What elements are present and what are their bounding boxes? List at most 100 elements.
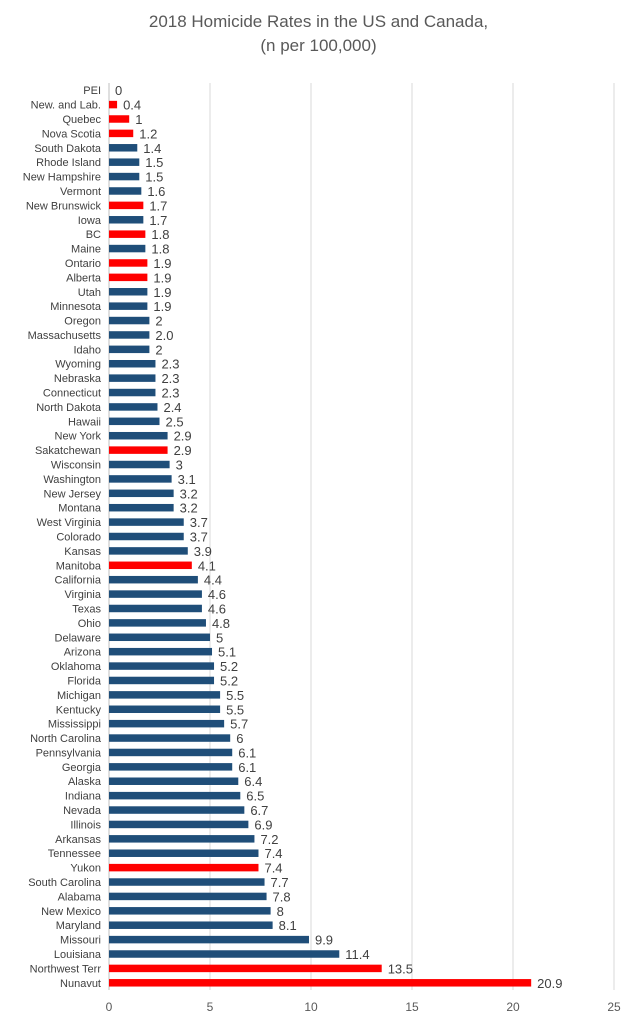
bar	[109, 216, 144, 224]
bar	[109, 417, 160, 426]
bar	[109, 331, 150, 339]
x-tick-label: 15	[405, 1000, 419, 1014]
bar	[109, 676, 215, 685]
category-label: Delaware	[55, 632, 101, 644]
category-label: Pennsylvania	[36, 747, 102, 759]
data-label: 4.1	[198, 558, 216, 573]
bar	[109, 187, 142, 195]
data-label: 7.7	[271, 875, 289, 890]
category-label: BC	[86, 229, 101, 241]
data-label: 8.1	[279, 918, 297, 933]
category-labels: PEI New. and Lab. Quebec Nova Scotia South D…	[23, 85, 102, 990]
data-label: 5.7	[230, 717, 248, 732]
bar	[109, 619, 206, 627]
category-label: Manitoba	[56, 560, 102, 572]
bar	[109, 172, 140, 181]
category-label: New. and Lab.	[31, 100, 101, 112]
data-label: 6.9	[254, 817, 272, 832]
bar	[109, 244, 146, 253]
data-label: 1.6	[147, 184, 165, 199]
x-tick-label: 0	[106, 1000, 113, 1014]
bar	[109, 705, 221, 714]
bar	[109, 604, 202, 613]
bar	[109, 964, 382, 973]
bar	[109, 590, 202, 598]
category-label: Sakatchewan	[35, 445, 101, 457]
bar	[109, 820, 249, 829]
x-tick-label: 20	[506, 1000, 520, 1014]
data-label: 3.2	[180, 501, 198, 516]
bar	[109, 806, 245, 814]
data-label: 7.2	[260, 832, 278, 847]
data-label: 1.7	[149, 213, 167, 228]
data-label: 4.6	[208, 601, 226, 616]
bar	[109, 547, 188, 555]
category-label: Rhode Island	[36, 157, 101, 169]
bar	[109, 302, 148, 310]
bar	[109, 288, 148, 296]
bar	[109, 849, 259, 857]
data-label: 13.5	[388, 961, 413, 976]
category-label: Illinois	[70, 819, 101, 831]
category-label: Utah	[78, 287, 101, 299]
category-label: North Dakota	[36, 402, 102, 414]
x-tick-label: 25	[607, 1000, 621, 1014]
data-label: 6.1	[238, 760, 256, 775]
bar	[109, 518, 184, 526]
chart-title: 2018 Homicide Rates in the US and Canada…	[0, 10, 637, 58]
category-label: Missouri	[60, 935, 101, 947]
data-label: 1.9	[153, 285, 171, 300]
bar	[109, 144, 138, 152]
data-label: 6.7	[250, 803, 268, 818]
category-label: Hawaii	[68, 416, 101, 428]
category-label: Oregon	[64, 316, 101, 328]
data-label: 5.2	[220, 673, 238, 688]
bar	[109, 460, 170, 469]
data-label: 2.9	[174, 429, 192, 444]
bar	[109, 345, 150, 354]
data-label: 1.8	[151, 242, 169, 257]
data-label: 9.9	[315, 933, 333, 948]
category-label: PEI	[83, 85, 101, 97]
data-label: 3.1	[178, 472, 196, 487]
data-label: 2.4	[163, 400, 181, 415]
bar	[109, 647, 213, 656]
category-label: Ontario	[65, 258, 101, 270]
data-label: 1	[135, 112, 142, 127]
bar	[109, 907, 271, 915]
data-label: 6.5	[246, 789, 264, 804]
data-label: 2.9	[174, 443, 192, 458]
bar	[109, 359, 156, 368]
category-label: Northwest Terr	[30, 963, 102, 975]
category-label: Yukon	[70, 863, 101, 875]
data-label: 2.3	[161, 371, 179, 386]
data-labels: 00.411.21.41.51.51.61.71.71.81.81.91.91.…	[115, 83, 562, 991]
category-label: New Mexico	[41, 906, 101, 918]
data-label: 3.9	[194, 544, 212, 559]
bar	[109, 950, 340, 958]
category-label: Alberta	[66, 272, 102, 284]
category-label: Arizona	[64, 647, 102, 659]
bar	[109, 532, 184, 541]
category-label: Michigan	[57, 690, 101, 702]
bar	[109, 374, 156, 382]
category-label: Maine	[71, 244, 101, 256]
category-label: Washington	[43, 474, 101, 486]
category-label: New Hampshire	[23, 172, 101, 184]
category-label: Texas	[72, 603, 101, 615]
bar	[109, 316, 150, 325]
category-label: New York	[55, 431, 102, 443]
data-label: 2.5	[166, 414, 184, 429]
data-label: 1.9	[153, 299, 171, 314]
category-label: Quebec	[62, 114, 101, 126]
category-label: Arkansas	[55, 834, 101, 846]
category-label: Iowa	[78, 215, 102, 227]
data-label: 1.5	[145, 170, 163, 185]
category-label: New Brunswick	[26, 200, 102, 212]
bar	[109, 403, 158, 411]
category-label: Louisiana	[54, 949, 102, 961]
category-label: Virginia	[65, 589, 102, 601]
bar	[109, 561, 192, 570]
data-label: 2.3	[161, 357, 179, 372]
category-label: Indiana	[65, 791, 102, 803]
